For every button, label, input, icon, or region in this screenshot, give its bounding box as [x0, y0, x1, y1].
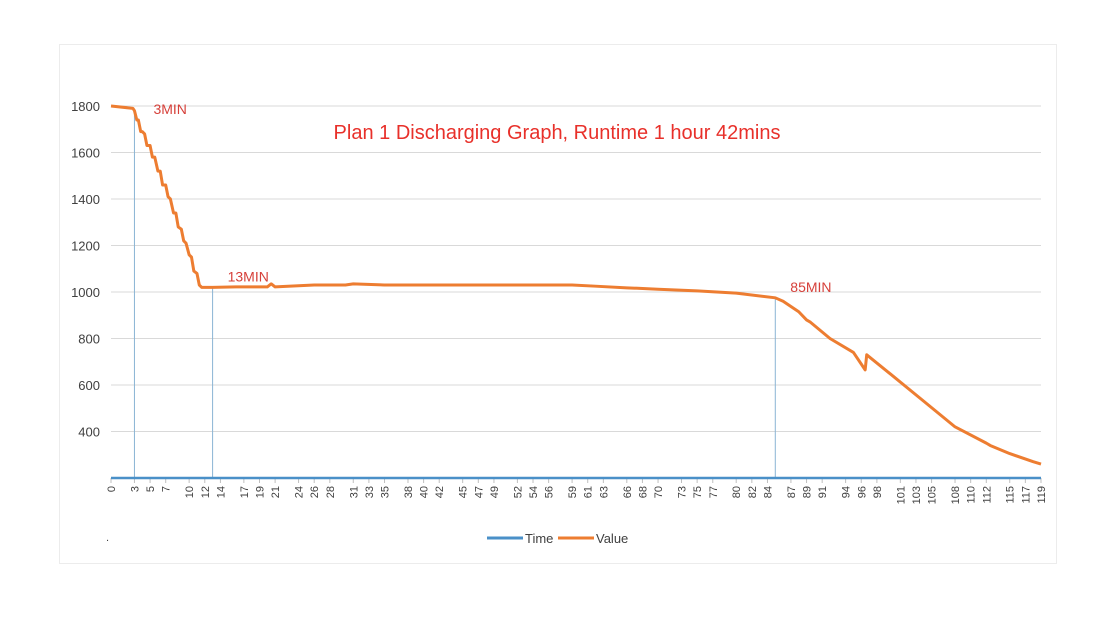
- x-tick-label: 35: [380, 486, 392, 498]
- x-tick-label: 105: [927, 486, 939, 504]
- x-tick-label: 96: [856, 486, 868, 498]
- x-tick-label: 110: [966, 486, 978, 504]
- y-tick-label: 400: [78, 425, 100, 440]
- series-lines: [110, 104, 1042, 480]
- x-tick-label: 108: [950, 486, 962, 504]
- x-tick-label: 45: [458, 486, 470, 498]
- x-tick-label: 17: [239, 486, 251, 498]
- x-tick-label: 56: [544, 486, 556, 498]
- x-tick-label: 63: [598, 486, 610, 498]
- x-tick-label: 66: [622, 486, 634, 498]
- annotation-label: 3MIN: [153, 101, 186, 117]
- x-tick-label: 98: [872, 486, 884, 498]
- x-tick-label: 38: [403, 486, 415, 498]
- y-tick-label: 1400: [71, 192, 100, 207]
- x-tick-label: 87: [786, 486, 798, 498]
- x-tick-label: 47: [473, 486, 485, 498]
- x-tick-label: 24: [294, 486, 306, 498]
- y-tick-label: 1200: [71, 239, 100, 254]
- x-tick-label: 117: [1020, 486, 1032, 504]
- annotation-label: 13MIN: [228, 268, 269, 284]
- x-tick-label: 115: [1005, 486, 1017, 504]
- x-tick-label: 3: [129, 486, 141, 492]
- x-tick-label: 14: [215, 486, 227, 498]
- gridlines: [111, 105, 1041, 432]
- x-tick-label: 68: [637, 486, 649, 498]
- x-tick-label: 40: [419, 486, 431, 498]
- x-tick-label: 77: [708, 486, 720, 498]
- chart-title: Plan 1 Discharging Graph, Runtime 1 hour…: [334, 122, 781, 144]
- x-tick-label: 0: [106, 486, 118, 492]
- x-tick-label: 101: [895, 486, 907, 504]
- x-tick-label: 12: [200, 486, 212, 498]
- x-tick-label: 84: [762, 486, 774, 498]
- y-tick-label: 1600: [71, 146, 100, 161]
- x-tick-label: 49: [489, 486, 501, 498]
- x-tick-label: 80: [731, 486, 743, 498]
- x-tick-label: 52: [512, 486, 524, 498]
- x-tick-label: 10: [184, 486, 196, 498]
- x-tick-label: 61: [583, 486, 595, 498]
- y-tick-label: 1800: [71, 99, 100, 114]
- x-tick-label: 59: [567, 486, 579, 498]
- x-tick-label: 26: [309, 486, 321, 498]
- footnote-dot: .: [106, 532, 109, 544]
- y-axis-ticks: 400 600 800 1000 1200 1400 1600 1800: [71, 99, 100, 440]
- x-tick-label: 73: [677, 486, 689, 498]
- series-line-value: [110, 104, 1042, 466]
- annotation-label: 85MIN: [790, 279, 831, 295]
- annotations: 3MIN 13MIN 85MIN: [153, 101, 831, 295]
- x-tick-label: 42: [434, 486, 446, 498]
- x-tick-label: 89: [802, 486, 814, 498]
- y-tick-label: 600: [78, 378, 100, 393]
- y-tick-label: 1000: [71, 285, 100, 300]
- x-tick-label: 19: [254, 486, 266, 498]
- x-tick-label: 31: [348, 486, 360, 498]
- x-tick-label: 112: [981, 486, 993, 504]
- x-tick-label: 54: [528, 486, 540, 498]
- legend-label: Value: [596, 531, 628, 546]
- x-tick-label: 5: [145, 486, 157, 492]
- legend: Time Value: [487, 531, 628, 546]
- vertical-markers: [133, 110, 776, 478]
- x-axis-ticks: 0 3 5 7 10 12 14 17 19 21 24 26 28 31 33 35 38 40 42 45 47 49…: [106, 478, 1048, 504]
- x-tick-label: 7: [161, 486, 173, 492]
- x-tick-label: 94: [841, 486, 853, 498]
- x-tick-label: 75: [692, 486, 704, 498]
- x-tick-label: 91: [817, 486, 829, 498]
- x-tick-label: 82: [747, 486, 759, 498]
- x-tick-label: 119: [1036, 486, 1048, 504]
- legend-label: Time: [525, 531, 553, 546]
- x-tick-label: 21: [270, 486, 282, 498]
- y-tick-label: 800: [78, 332, 100, 347]
- x-tick-label: 33: [364, 486, 376, 498]
- x-tick-label: 70: [653, 486, 665, 498]
- x-tick-label: 103: [911, 486, 923, 504]
- x-tick-label: 28: [325, 486, 337, 498]
